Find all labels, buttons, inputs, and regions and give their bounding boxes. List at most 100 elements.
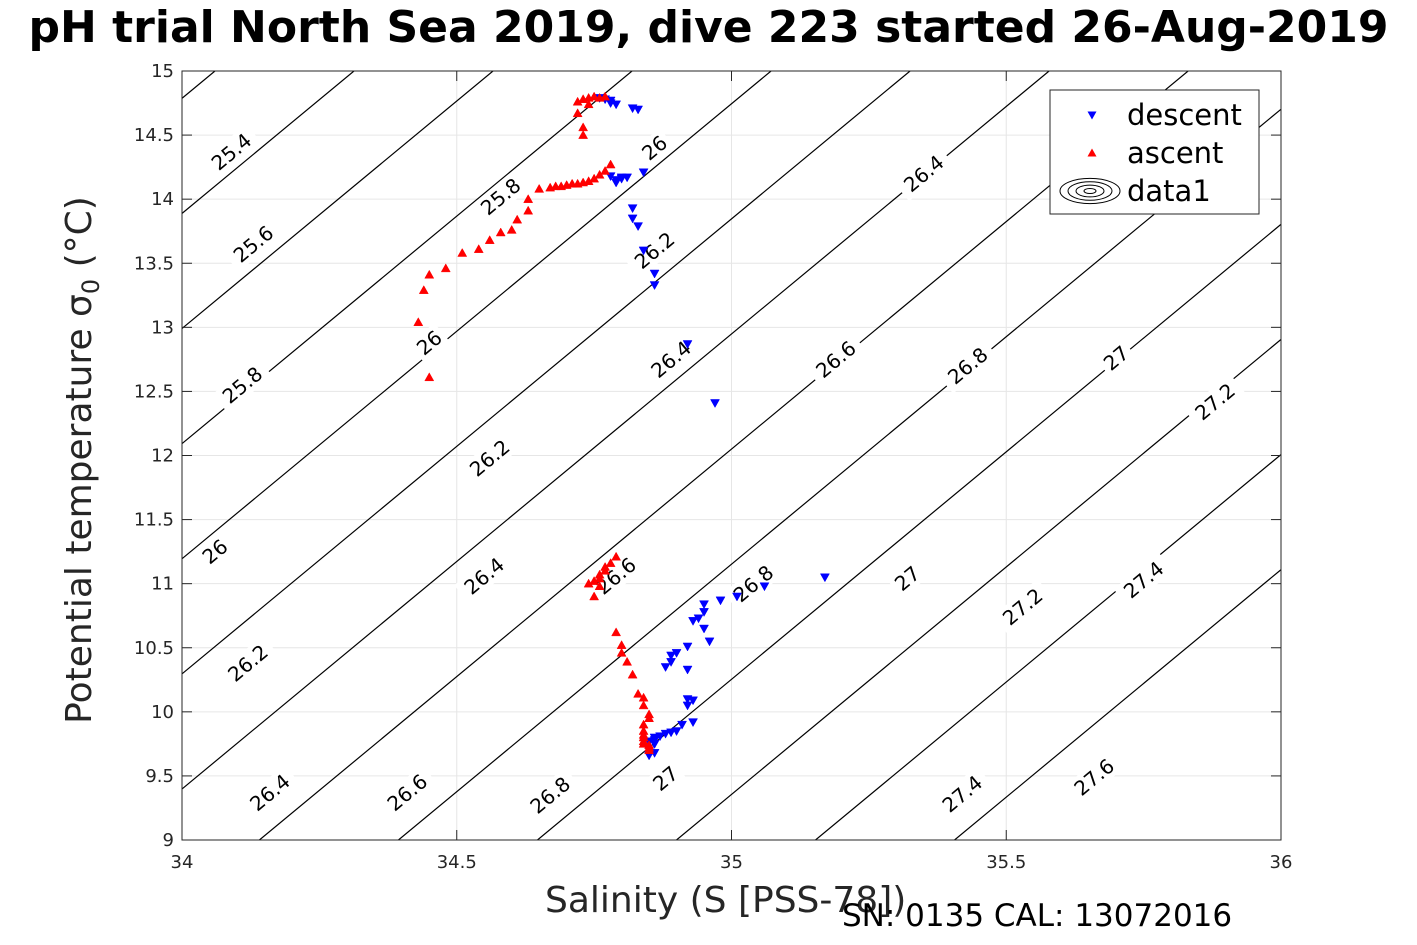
ascent-point [638, 738, 649, 748]
descent-point [649, 269, 660, 279]
y-tick-label: 11 [151, 574, 174, 595]
contour-label-bg [893, 145, 954, 202]
ascent-point [550, 181, 561, 191]
legend-contour-icon [1075, 184, 1105, 198]
ascent-point [495, 227, 506, 237]
legend-label: ascent [1127, 136, 1223, 170]
descent-point [715, 596, 726, 606]
isopycnal-line [182, 71, 911, 675]
ascent-point [589, 591, 600, 601]
y-tick-label: 11.5 [134, 510, 174, 531]
ascent-point [583, 99, 594, 109]
ascent-point [600, 91, 611, 101]
contour-label-bg [932, 766, 993, 822]
x-tick-label: 35 [720, 852, 743, 873]
ascent-point [644, 713, 655, 722]
contour-label-bg [223, 216, 284, 272]
ascent-point [611, 627, 622, 637]
contour-label-bg [217, 635, 278, 691]
axes: 34 34.5 35 35.5 36 9 9.5 10 10.5 11 11.5 12 12.5 13 13… [134, 61, 1293, 873]
descent-point [649, 740, 660, 749]
descent-point [699, 600, 709, 610]
descent-point [677, 720, 687, 730]
contour-label-bg [624, 222, 685, 279]
legend-descent-marker [1087, 111, 1097, 120]
ascent-point [572, 108, 583, 118]
ascent-point [506, 224, 517, 234]
ascent-point [418, 285, 429, 294]
descent-point [660, 663, 671, 672]
x-axis-label: Salinity (S [PSS-78]) [545, 880, 907, 921]
descent-point [682, 701, 693, 711]
ascent-point [578, 177, 589, 187]
ascent-point [424, 372, 435, 382]
ascent-point [611, 551, 622, 561]
descent-point [627, 214, 638, 224]
legend-contour-icon [1083, 187, 1097, 195]
isopycnal-line [259, 71, 1189, 840]
y-axis-label: Potential temperature σ0 (°C) [59, 196, 105, 724]
ascent-point [424, 269, 435, 279]
contour-label-bg [992, 578, 1053, 635]
descent-point [638, 246, 649, 256]
contour-label-bg [1095, 338, 1137, 378]
descent-point [704, 637, 715, 647]
contour-label-bg [520, 767, 581, 823]
contour-label-bg [377, 764, 438, 821]
y-axis-label-main: Potential temperature σ [58, 294, 100, 724]
chart-title: pH trial North Sea 2019, dive 223 starte… [28, 2, 1389, 53]
contour-label-bg [470, 168, 531, 225]
y-tick-label: 10.5 [134, 638, 174, 659]
contour-label-bg [1113, 552, 1174, 608]
ascent-point [644, 745, 655, 755]
descent-point [682, 642, 693, 652]
y-tick-label: 12 [151, 446, 174, 467]
ascent-point [622, 656, 633, 666]
y-tick-label: 14.5 [134, 125, 174, 146]
descent-point [819, 573, 830, 583]
ascent-point [473, 244, 484, 253]
descent-point [759, 582, 770, 592]
legend-label: descent [1127, 98, 1242, 132]
x-tick-label: 35.5 [986, 852, 1026, 873]
descent-point [649, 281, 660, 291]
y-tick-label: 13 [151, 317, 174, 338]
ascent-point [512, 214, 523, 224]
descent-point [666, 651, 676, 661]
contour-label-bg [645, 758, 686, 799]
isopycnal-line [954, 568, 1281, 840]
descent-point [633, 222, 644, 232]
ascent-point [583, 578, 594, 588]
serial-calibration-note: SN: 0135 CAL: 13072016 [842, 898, 1233, 934]
y-tick-label: 12.5 [134, 381, 174, 402]
isopycnal-line [182, 71, 1050, 790]
y-tick-label: 13.5 [134, 253, 174, 274]
ascent-point [600, 565, 611, 575]
ascent-point [616, 647, 627, 657]
ascent-point [594, 581, 605, 590]
descent-point [688, 696, 698, 706]
ascent-point [484, 235, 495, 244]
descent-point [627, 204, 638, 214]
isopycnal-line [537, 223, 1281, 840]
legend-label: data1 [1127, 174, 1211, 208]
contour-label-bg [937, 338, 998, 394]
contour-label-bg [459, 430, 520, 486]
legend-contour-icon [1059, 177, 1121, 205]
ascent-point [638, 700, 649, 710]
x-tick-label: 34.5 [437, 852, 477, 873]
data-points [413, 91, 830, 761]
y-tick-label: 9.5 [145, 766, 174, 787]
isopycnal-line [182, 71, 772, 560]
y-tick-label: 10 [151, 702, 174, 723]
contour-label-bg [239, 764, 300, 821]
contour-label-bg [454, 548, 515, 604]
ascent-point [534, 183, 545, 193]
contour-label-bg [634, 128, 675, 168]
ascent-point [561, 180, 572, 189]
descent-point [682, 340, 693, 350]
contour-label-bg [1064, 749, 1125, 805]
descent-point [732, 592, 742, 602]
descent-point [699, 624, 709, 634]
ascent-point [605, 159, 616, 169]
